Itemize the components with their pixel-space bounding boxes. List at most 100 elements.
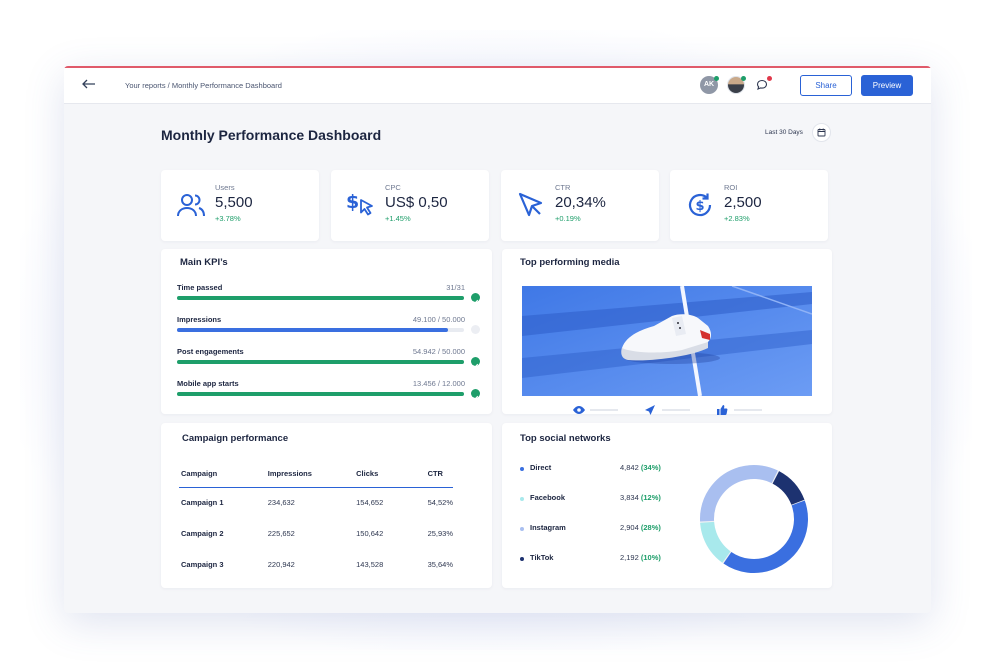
network-value: 2,904 [620, 523, 639, 532]
notification-dot [767, 76, 772, 81]
kpi-progress-fill [177, 392, 464, 396]
table-cell: 225,652 [267, 529, 295, 538]
table-row[interactable]: Campaign 2 225,652 150,642 25,93% [179, 518, 453, 549]
dollar-cursor-icon: $ [345, 189, 377, 221]
stat-label: ROI [724, 183, 738, 192]
stat-card-ctr: CTR 20,34% +0.19% [501, 170, 659, 241]
kpi-row: Impressions 49.100 / 50.000 [177, 315, 481, 339]
kpi-progress-fill [177, 360, 464, 364]
media-card: Top performing media [502, 249, 832, 415]
kpi-row: Post engagements 54.942 / 50.000 [177, 347, 481, 371]
kpi-value: 13.456 / 12.000 [412, 379, 465, 388]
likes-control[interactable] [716, 403, 766, 415]
pending-circle-icon [471, 325, 480, 334]
table-cell: Campaign 1 [181, 498, 224, 508]
stat-value: 2,500 [724, 194, 762, 211]
legend-dot [520, 497, 524, 501]
check-circle-icon [471, 357, 480, 368]
social-donut-chart [698, 463, 810, 575]
dollar-refresh-icon: $ [684, 189, 716, 221]
kpi-label: Post engagements [177, 347, 244, 356]
column-header[interactable]: Campaign [179, 461, 266, 488]
online-status-dot [714, 76, 719, 81]
kpi-value: 49.100 / 50.000 [412, 315, 465, 324]
kpi-progress-fill [177, 328, 449, 332]
stat-label: CPC [385, 183, 401, 192]
stat-value: 20,34% [555, 194, 606, 211]
page-title: Monthly Performance Dashboard [161, 127, 382, 143]
network-value: 2,192 [620, 553, 639, 562]
kpi-progress-track [177, 360, 464, 364]
network-value: 4,842 [620, 463, 639, 472]
kpi-progress-fill [177, 296, 464, 300]
kpi-progress-track [177, 392, 464, 396]
calendar-button[interactable] [812, 123, 831, 142]
send-icon [645, 405, 655, 415]
table-cell: 143,528 [356, 560, 384, 569]
svg-text:$: $ [696, 199, 705, 214]
table-cell: 150,642 [356, 529, 384, 538]
share-button[interactable]: Share [800, 75, 852, 96]
donut-slice-instagram[interactable] [698, 463, 810, 575]
legend-dot [520, 467, 524, 471]
column-header[interactable]: Impressions [265, 461, 355, 488]
check-circle-icon [471, 293, 480, 304]
stat-value: US$ 0,50 [385, 194, 448, 211]
chat-icon[interactable] [754, 77, 770, 93]
table-row[interactable]: Campaign 1 234,632 154,652 54,52% [179, 487, 453, 518]
kpi-row: Mobile app starts 13.456 / 12.000 [177, 379, 481, 403]
stat-card-cpc: $ CPC US$ 0,50 +1.45% [331, 170, 489, 241]
stat-delta: +3.78% [215, 214, 241, 223]
network-percent: (34%) [640, 463, 661, 472]
donut-slice-tiktok[interactable] [698, 463, 810, 575]
column-header[interactable]: Clicks [354, 461, 426, 488]
avatar-photo[interactable] [727, 76, 745, 94]
network-percent: (10%) [640, 553, 661, 562]
top-bar: Your reports / Monthly Performance Dashb… [64, 68, 931, 104]
network-value: 3,834 [620, 493, 639, 502]
kpi-value: 31/31 [446, 283, 465, 292]
stat-delta: +2.83% [724, 214, 750, 223]
breadcrumb[interactable]: Your reports / Monthly Performance Dashb… [125, 81, 282, 90]
views-control[interactable] [572, 403, 622, 415]
kpi-label: Mobile app starts [177, 379, 239, 388]
kpi-row: Time passed 31/31 [177, 283, 481, 307]
stat-card-users: Users 5,500 +3.78% [161, 170, 319, 241]
avatar[interactable]: AK [700, 76, 718, 94]
network-name: Instagram [530, 523, 566, 532]
check-circle-icon [471, 389, 480, 400]
stat-label: CTR [555, 183, 571, 192]
table-cell: Campaign 3 [181, 560, 224, 569]
shares-control[interactable] [644, 403, 694, 415]
users-icon [175, 189, 207, 221]
dashboard-window: Your reports / Monthly Performance Dashb… [64, 66, 931, 613]
table-row[interactable]: Campaign 3 220,942 143,528 35,64% [179, 549, 453, 580]
column-header[interactable]: CTR [425, 461, 453, 488]
stat-delta: +1.45% [385, 214, 411, 223]
network-percent: (28%) [640, 523, 661, 532]
top-media-image[interactable] [522, 286, 812, 396]
donut-slice-direct[interactable] [698, 463, 810, 575]
eye-icon [573, 406, 585, 414]
table-cell: 234,632 [267, 498, 295, 508]
preview-button[interactable]: Preview [861, 75, 913, 96]
top-accent-line [64, 66, 931, 68]
stat-label: Users [215, 183, 235, 192]
kpi-value: 54.942 / 50.000 [412, 347, 465, 356]
social-network-row: Direct 4,842 (34%) [520, 463, 680, 475]
views-bar [590, 409, 618, 411]
back-arrow-icon[interactable] [78, 74, 100, 96]
donut-slice-facebook[interactable] [698, 463, 810, 575]
social-network-row: TikTok 2,192 (10%) [520, 553, 680, 565]
legend-dot [520, 527, 524, 531]
campaign-card: Campaign performance Campaign Impression… [161, 423, 492, 588]
social-card: Top social networks Direct 4,842 (34%) Fac… [502, 423, 832, 588]
date-range-label[interactable]: Last 30 Days [765, 129, 803, 136]
table-cell: 25,93% [427, 529, 453, 538]
legend-dot [520, 557, 524, 561]
stat-delta: +0.19% [555, 214, 581, 223]
shares-bar [662, 409, 690, 411]
table-header-row: Campaign Impressions Clicks CTR [179, 461, 453, 488]
online-status-dot [741, 76, 746, 81]
thumbs-up-icon [717, 405, 728, 415]
